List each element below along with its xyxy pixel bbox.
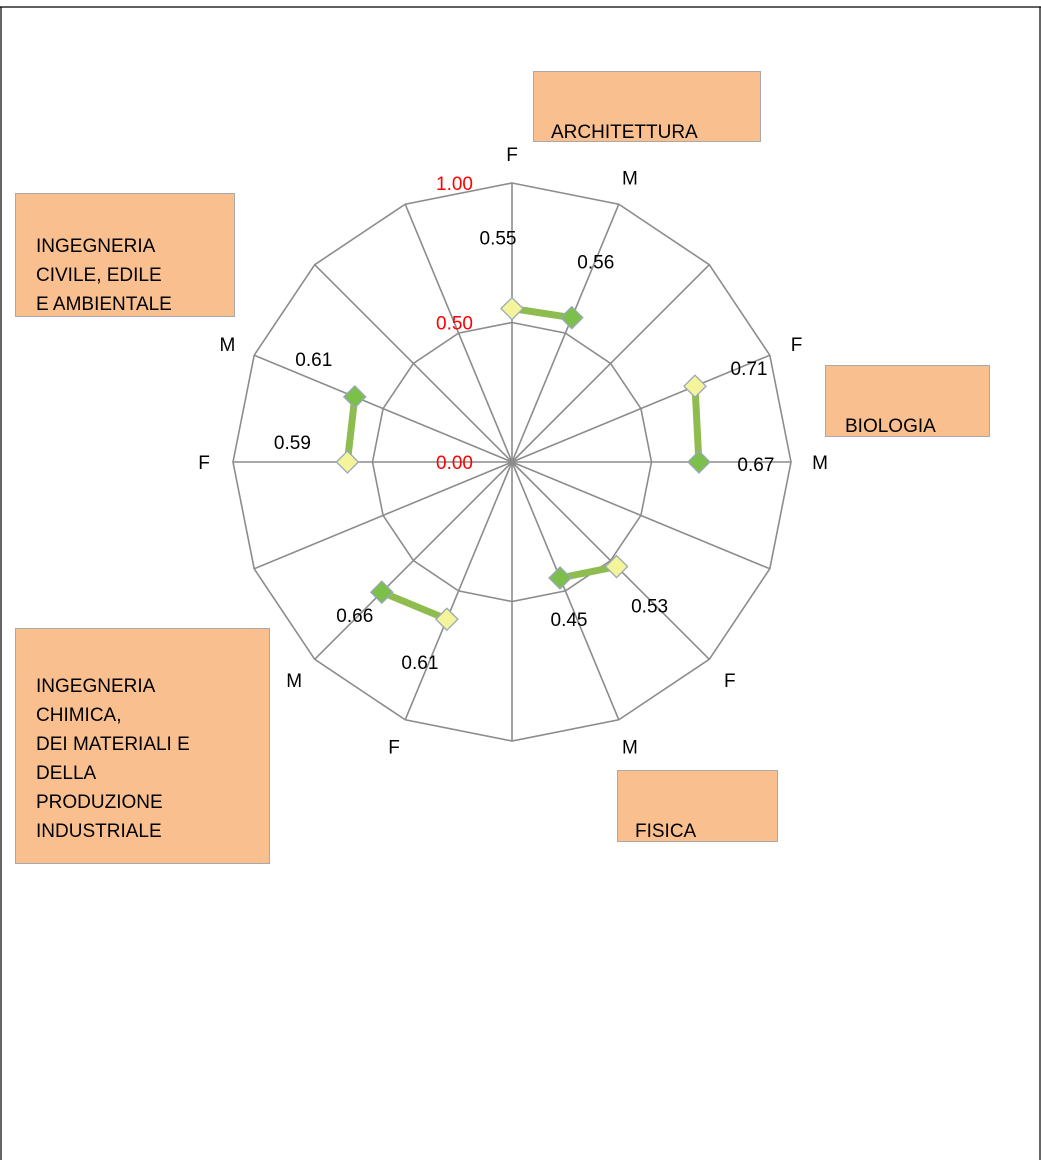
radar-spoke-9 [404,461,513,721]
spoke-label-3: F [791,335,803,356]
group-label-ingegneria-civile: INGEGNERIA CIVILE, EDILE E AMBIENTALE [36,236,172,315]
data-point-2-1 [548,566,572,590]
group-label-ingegneria-chimica: INGEGNERIA CHIMICA, DEI MATERIALI E DELL… [36,676,190,842]
data-label-0-0: 0.55 [480,229,517,250]
spoke-label-7: M [622,738,638,759]
data-label-3-0: 0.61 [401,653,438,674]
spoke-label-6: F [724,671,736,692]
data-point-4-0 [335,450,360,474]
radar-spoke-10 [314,461,513,660]
radar-spoke-15 [404,203,513,463]
data-label-4-0: 0.59 [274,433,311,454]
group-label-biologia: BIOLOGIA [845,416,936,437]
radar-spoke-1 [511,203,620,463]
radar-spoke-14 [314,264,513,463]
data-label-2-1: 0.45 [551,610,588,631]
data-label-0-1: 0.56 [577,253,614,274]
series-line-3 [380,588,449,623]
data-label-1-0: 0.71 [731,359,768,380]
spoke-label-13: M [219,335,235,356]
radar-spoke-7 [511,461,620,721]
radar-spoke-5 [511,461,771,570]
group-box-ingegneria-chimica: INGEGNERIA CHIMICA, DEI MATERIALI E DELL… [15,628,270,864]
radar-labels: 0.00 0.50 1.00 F M F M F M F M F M 0.55 0.56 0.71 0.67 0.… [198,145,828,759]
group-box-architettura: ARCHITETTURA [533,71,761,143]
data-point-0-1 [559,305,584,330]
data-label-4-1: 0.61 [295,350,332,371]
radial-tick-label-1: 0.50 [436,314,473,335]
group-label-architettura: ARCHITETTURA [551,122,698,143]
group-label-fisica: FISICA [635,821,697,842]
radar-spoke-11 [253,461,513,570]
radar-grid [232,182,792,742]
data-point-3-1 [369,580,394,605]
series-line-1 [691,386,703,463]
data-point-3-0 [434,607,459,632]
radar-spoke-3 [511,354,771,463]
spoke-label-0: F [506,145,518,166]
spoke-label-10: M [286,671,302,692]
spoke-label-9: F [388,738,400,759]
data-point-1-1 [687,450,711,474]
spoke-label-1: M [622,168,638,189]
data-point-4-1 [342,384,367,409]
data-point-0-0 [500,296,524,321]
group-box-ingegneria-civile: INGEGNERIA CIVILE, EDILE E AMBIENTALE [15,193,235,317]
radar-spoke-13 [253,354,513,463]
group-box-biologia: BIOLOGIA [825,365,990,437]
data-label-3-1: 0.66 [336,606,373,627]
spoke-label-4: M [812,453,828,474]
spoke-label-12: F [198,453,210,474]
data-point-1-0 [683,374,707,399]
data-label-2-0: 0.53 [631,597,668,618]
series-line-4 [343,396,359,463]
data-point-2-0 [604,554,629,579]
data-label-1-1: 0.67 [737,455,774,476]
group-box-fisica: FISICA [617,770,778,842]
radial-tick-label-2: 1.00 [436,174,473,195]
radial-tick-label-0: 0.00 [436,453,473,474]
radar-series [335,296,711,632]
radar-spoke-2 [511,264,710,463]
